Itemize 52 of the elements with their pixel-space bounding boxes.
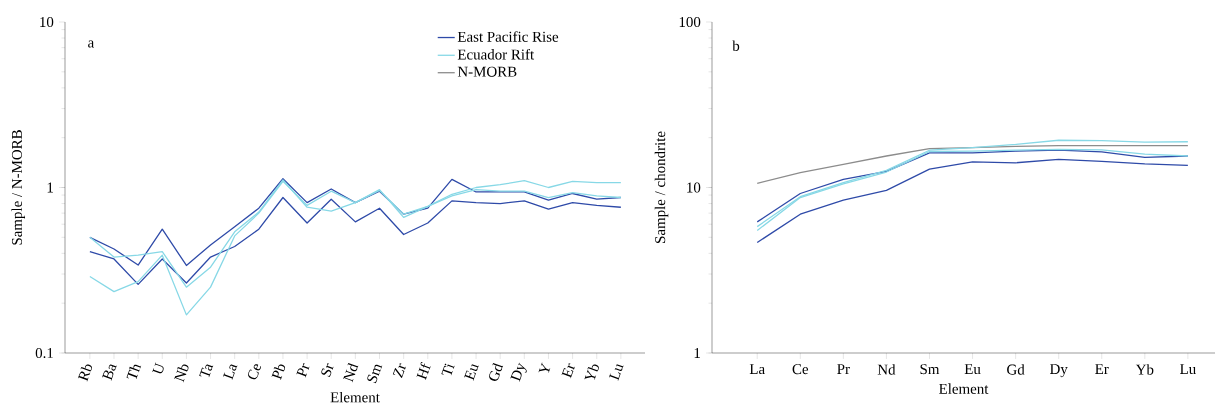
x-tick-label: Pr xyxy=(837,364,850,374)
x-tick-label: Dy xyxy=(510,362,527,382)
x-tick-label: Ce xyxy=(792,364,809,375)
x-tick-label: Ce xyxy=(248,364,262,380)
y-tick-label: 100 xyxy=(679,16,701,28)
y-tick-label: 1 xyxy=(47,182,53,193)
legend-label: Ecuador Rift xyxy=(457,48,535,60)
x-tick-label: Eu xyxy=(964,364,981,375)
x-tick-label: Sm xyxy=(920,364,940,375)
x-tick-label: Zr xyxy=(392,363,406,379)
x-tick-label: La xyxy=(749,364,765,375)
x-tick-label: Rb xyxy=(77,364,92,382)
x-axis-title: Element xyxy=(330,391,380,403)
x-tick-label: Lu xyxy=(1180,364,1196,375)
y-tick-label: 0.1 xyxy=(35,347,53,359)
x-tick-label: Nb xyxy=(174,364,189,383)
x-tick-label: Pr xyxy=(296,363,310,378)
y-axis-title: Sample / N-MORB xyxy=(11,130,26,245)
x-tick-label: Sm xyxy=(367,364,383,384)
x-tick-label: Ti xyxy=(441,363,455,376)
x-tick-label: Gd xyxy=(1007,364,1025,375)
line-series xyxy=(756,158,1189,244)
x-tick-label: Er xyxy=(561,363,575,379)
x-tick-label: Er xyxy=(1095,364,1109,374)
x-tick-label: U xyxy=(152,362,164,374)
x-tick-label: Yb xyxy=(1135,364,1154,375)
text: N-MORB xyxy=(457,66,517,77)
annotation: b xyxy=(732,40,740,51)
x-axis-title: Element xyxy=(939,383,989,394)
x-tick-label: Lu xyxy=(608,364,624,381)
x-tick-label: Th xyxy=(126,364,142,380)
x-tick-label: Y xyxy=(538,362,551,373)
y-axis-title: Sample / chondrite xyxy=(654,131,669,243)
x-tick-label: Hf xyxy=(416,362,431,381)
x-tick-label: Gd xyxy=(489,363,504,381)
x-tick-label: Ba xyxy=(102,364,117,381)
x-tick-label: La xyxy=(223,364,238,380)
y-tick-label: 10 xyxy=(687,182,701,193)
x-tick-label: Sr xyxy=(321,363,334,377)
x-tick-label: Pb xyxy=(271,364,286,380)
y-tick-label: 10 xyxy=(40,16,54,28)
x-tick-label: Yb xyxy=(584,364,599,380)
x-tick-label: Nd xyxy=(343,363,359,383)
line-series xyxy=(89,196,622,285)
x-tick-label: Nd xyxy=(877,364,896,375)
y-tick-label: 1 xyxy=(694,348,700,358)
x-tick-label: Eu xyxy=(464,364,479,381)
x-tick-label: Ta xyxy=(199,364,214,378)
legend-label: East Pacific Rise xyxy=(457,31,559,42)
annotation: a xyxy=(88,40,94,48)
line-series xyxy=(89,180,622,316)
x-tick-label: Dy xyxy=(1049,364,1068,378)
